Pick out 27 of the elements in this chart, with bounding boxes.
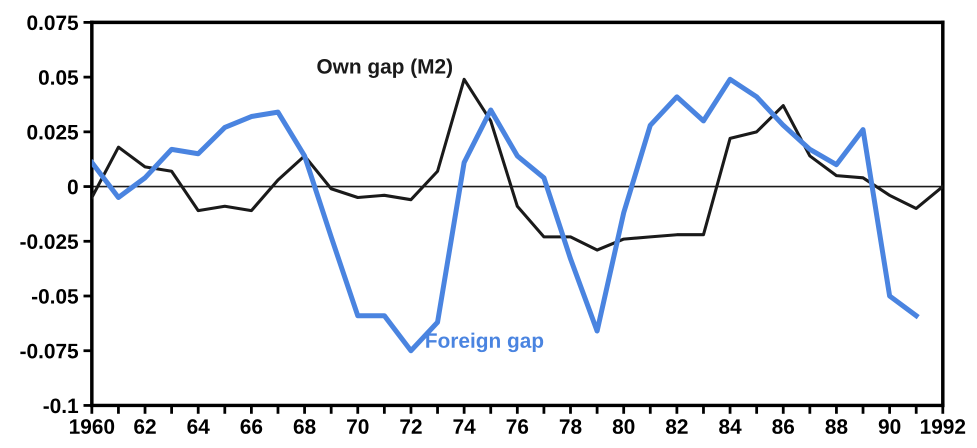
x-tick-label: 84 xyxy=(719,419,742,434)
y-tick-label: 0.075 xyxy=(27,15,78,30)
x-tick-label: 78 xyxy=(560,419,582,434)
x-tick-label: 1960 xyxy=(70,419,114,434)
y-tick-label: 0.025 xyxy=(27,124,78,140)
x-tick-label: 88 xyxy=(826,419,848,434)
x-tick-label: 76 xyxy=(506,419,528,434)
y-tick-label: -0.025 xyxy=(20,234,78,250)
y-tick-label: 0 xyxy=(68,180,78,194)
x-tick-label: 74 xyxy=(453,419,476,434)
x-tick-label: 80 xyxy=(612,419,634,434)
y-tick-label: -0.1 xyxy=(44,398,78,414)
y-tick-label: -0.05 xyxy=(32,289,78,304)
x-tick-label: 68 xyxy=(294,419,316,434)
series-label: Own gap (M2) xyxy=(317,58,452,78)
x-tick-label: 1992 xyxy=(920,419,966,434)
y-tick-label: -0.075 xyxy=(20,344,78,358)
x-tick-label: 72 xyxy=(400,419,422,434)
x-tick-label: 82 xyxy=(666,419,688,434)
series-label: Foreign gap xyxy=(426,332,544,352)
y-tick-label: 0.05 xyxy=(38,70,78,85)
x-tick-label: 86 xyxy=(772,419,794,434)
x-tick-label: 64 xyxy=(187,419,210,434)
x-tick-label: 90 xyxy=(878,419,900,434)
x-tick-label: 62 xyxy=(134,419,156,434)
x-tick-label: 66 xyxy=(240,419,262,434)
x-tick-label: 70 xyxy=(347,419,368,434)
